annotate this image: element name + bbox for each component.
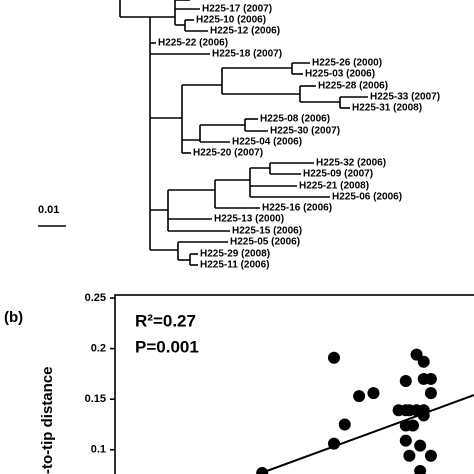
y-axis-label: -to-tip distance: [39, 367, 56, 474]
tip-label: H225-08 (2006): [260, 114, 330, 125]
tip-label: H225-20 (2007): [193, 148, 263, 159]
regression-line: [258, 394, 474, 474]
tip-label: H225-09 (2007): [303, 169, 373, 180]
y-tick-label: 0.1: [91, 444, 106, 456]
point: [424, 372, 437, 385]
point: [256, 466, 269, 474]
tip-label: H225-03 (2006): [305, 69, 375, 80]
point: [399, 434, 412, 447]
point: [406, 419, 419, 432]
annotation: R²=0.27: [135, 311, 196, 330]
tip-label: H225-05 (2006): [230, 237, 300, 248]
tip-label: H225-33 (2007): [370, 92, 440, 103]
annotation: P=0.001: [135, 337, 199, 356]
tip-label: H225-10 (2006): [196, 15, 266, 26]
point: [414, 439, 427, 452]
point: [414, 464, 427, 474]
tip-label: H225-30 (2007): [270, 126, 340, 137]
tip-label: H225-04 (2006): [232, 137, 302, 148]
tree-branches: [119, 0, 368, 266]
point: [367, 387, 380, 400]
panel-label: (b): [4, 309, 23, 326]
y-tick-label: 0.15: [85, 393, 106, 405]
tip-label: H225-11 (2006): [200, 260, 270, 271]
scatter-plot: 0.25 0.2 0.15 0.1: [85, 292, 474, 474]
tip-label: H225-21 (2008): [299, 181, 369, 192]
tip-label: H225-13 (2000): [214, 214, 284, 225]
point: [399, 374, 412, 387]
y-tick-label: 0.2: [91, 343, 106, 355]
tip-label: H225-31 (2008): [352, 103, 422, 114]
tip-label: H225-15 (2006): [232, 226, 302, 237]
tip-label: H225-32 (2006): [316, 158, 386, 169]
tip-label: H225-29 (2008): [200, 249, 270, 260]
point: [424, 449, 437, 462]
point: [353, 390, 366, 403]
point: [327, 351, 340, 364]
tip-label: H225-18 (2007): [212, 49, 282, 60]
tip-label: H225-28 (2006): [318, 81, 388, 92]
plot-frame: [114, 294, 474, 474]
tip-label: H225-22 (2006): [158, 38, 228, 49]
y-tick-label: 0.25: [85, 292, 106, 304]
point: [417, 409, 430, 422]
point: [424, 387, 437, 400]
tip-label: H225-06 (2006): [332, 192, 402, 203]
point: [338, 418, 351, 431]
point: [403, 449, 416, 462]
tip-labels: H225-17 (2007) H225-10 (2006) H225-12 (2…: [158, 4, 440, 271]
tip-label: H225-12 (2006): [210, 26, 280, 37]
tip-label: H225-17 (2007): [202, 4, 272, 15]
scale-bar-label: 0.01: [38, 204, 59, 216]
tip-label: H225-26 (2000): [312, 58, 382, 69]
point: [327, 437, 340, 450]
tip-label: H225-16 (2006): [262, 203, 332, 214]
point: [417, 355, 430, 368]
